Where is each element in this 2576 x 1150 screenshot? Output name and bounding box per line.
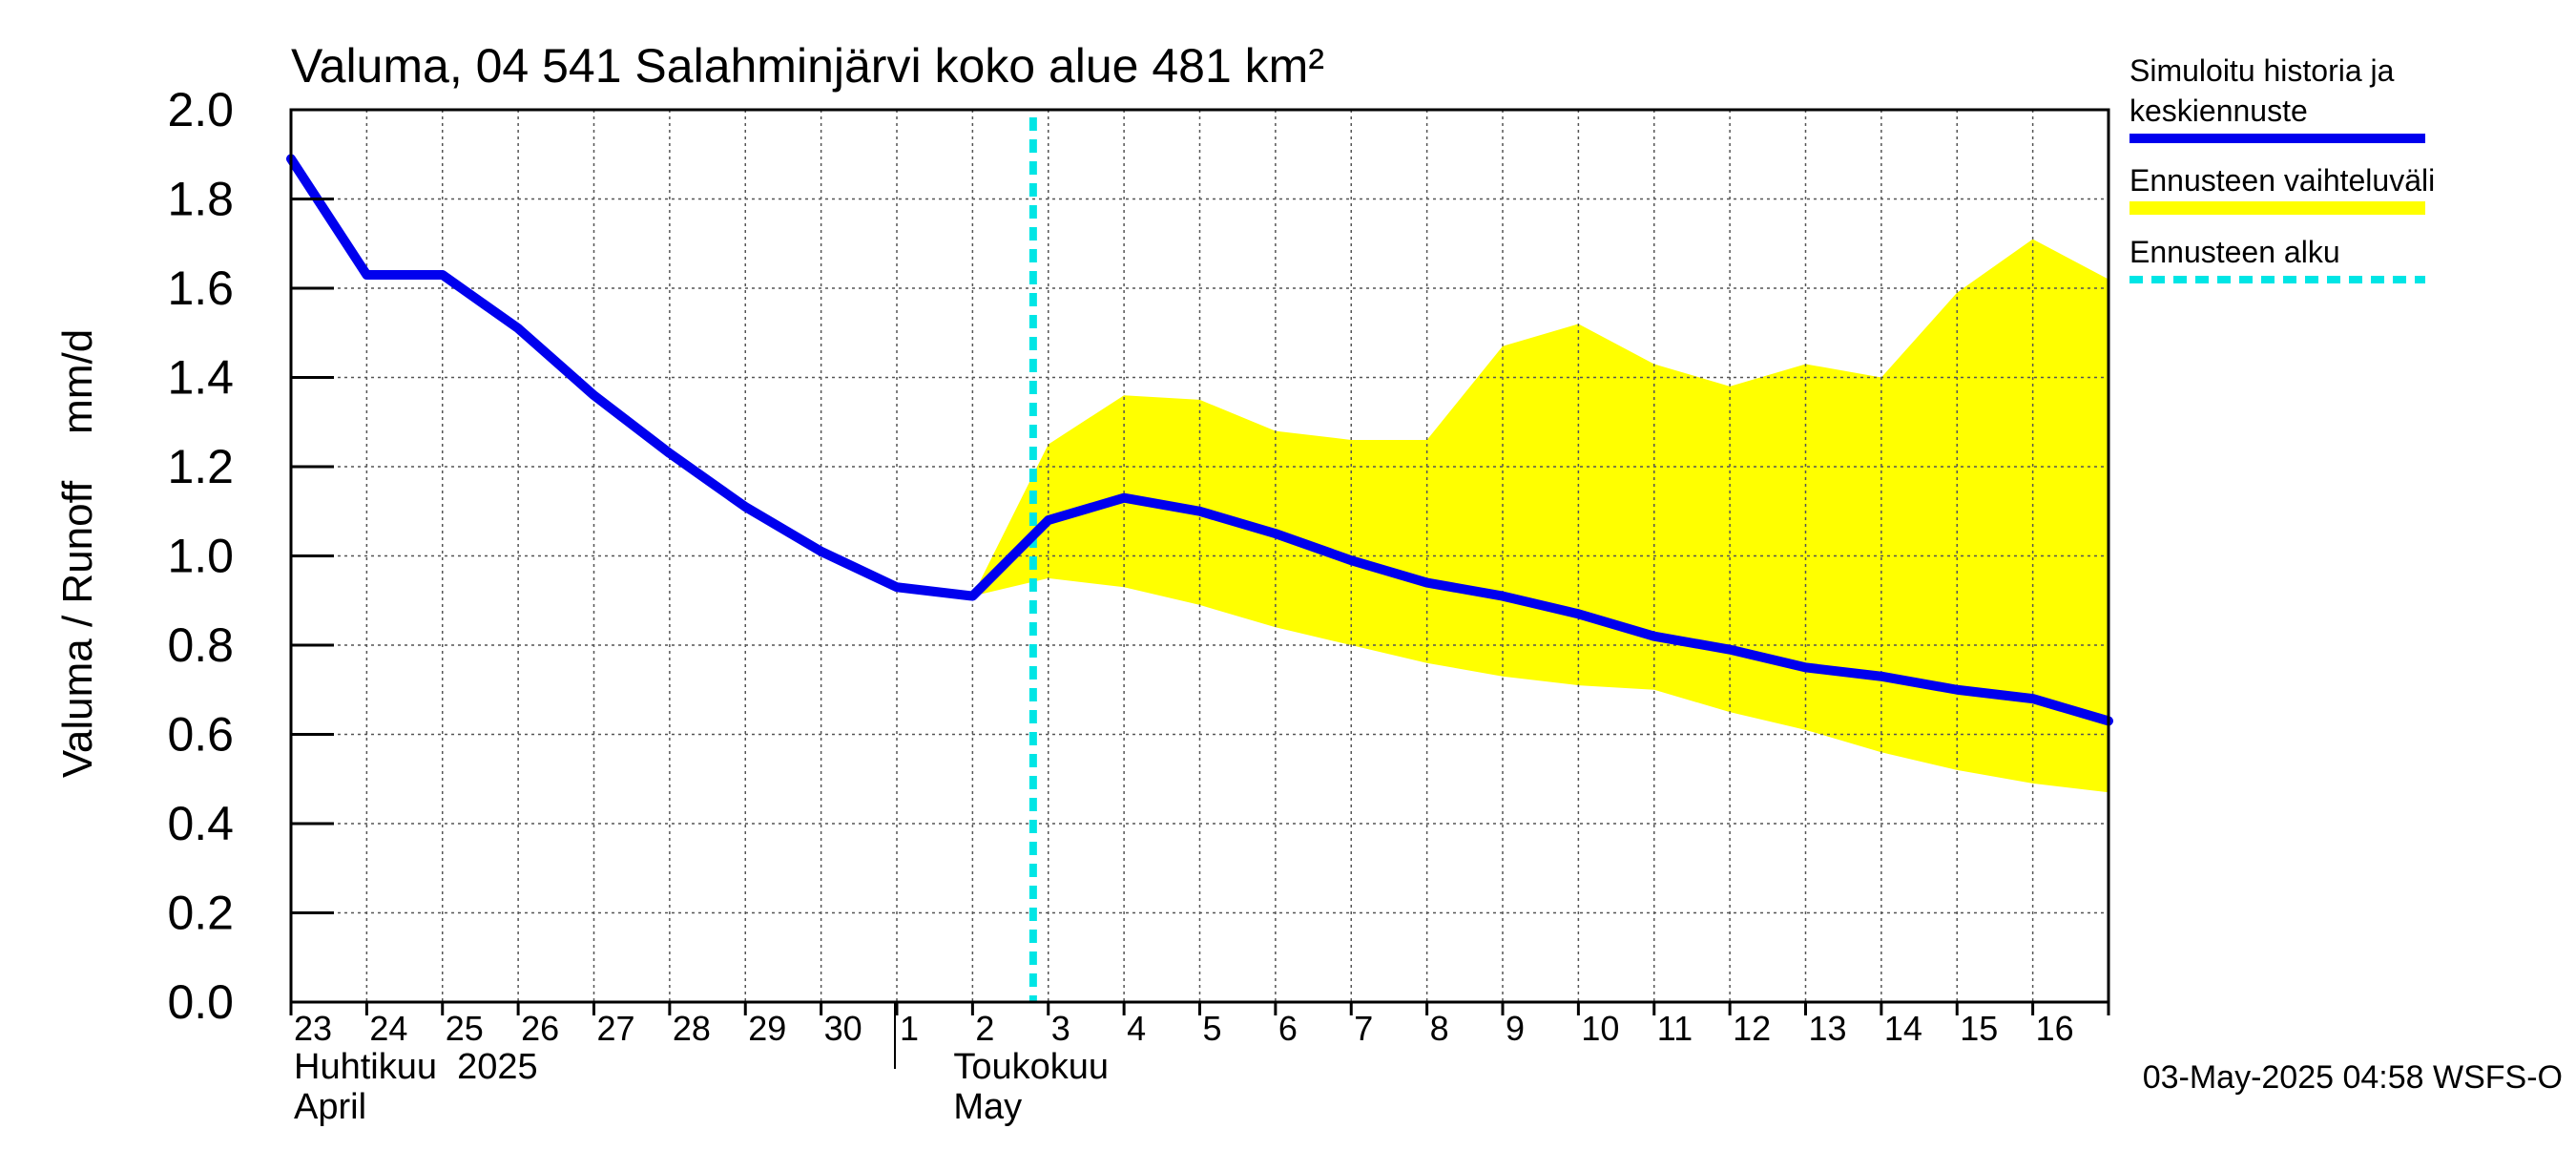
series-layer [286, 117, 2113, 1002]
x-tick-label: 2 [975, 1009, 994, 1048]
y-tick-label: 1.6 [167, 261, 234, 315]
y-tick-label: 0.8 [167, 618, 234, 672]
y-axis-label: Valuma / Runoff mm/d [54, 329, 101, 778]
simulated-series-line [286, 154, 2113, 726]
x-tick-label: 24 [369, 1009, 407, 1048]
chart-title: Valuma, 04 541 Salahminjärvi koko alue 4… [291, 39, 1324, 93]
x-tick-label: 13 [1809, 1009, 1847, 1048]
x-tick-label: 4 [1127, 1009, 1146, 1048]
x-tick-label: 14 [1884, 1009, 1922, 1048]
y-tick-label: 0.0 [167, 975, 234, 1029]
x-tick-label: 10 [1581, 1009, 1619, 1048]
x-tick-label: 9 [1506, 1009, 1525, 1048]
y-tick-label: 0.4 [167, 797, 234, 850]
legend-label-simulated-cont: keskiennuste [2129, 94, 2308, 128]
y-tick-label: 1.4 [167, 351, 234, 405]
month-label-english: May [953, 1087, 1022, 1127]
x-tick-label: 29 [748, 1009, 786, 1048]
x-tick-label: 25 [446, 1009, 484, 1048]
y-tick-label: 2.0 [167, 83, 234, 136]
x-tick-label: 12 [1733, 1009, 1771, 1048]
timestamp: 03-May-2025 04:58 WSFS-O [2143, 1059, 2563, 1096]
y-tick-label: 1.8 [167, 173, 234, 226]
y-tick-label: 1.0 [167, 530, 234, 583]
forecast-range-band [972, 239, 2109, 793]
x-tick-label: 30 [824, 1009, 862, 1048]
x-tick-label: 7 [1354, 1009, 1373, 1048]
y-tick-labels: 0.0 0.2 0.4 0.6 0.8 1.0 1.2 1.4 1.6 1.8 2.0 [167, 83, 334, 1029]
month-label-english: April [294, 1087, 366, 1127]
legend-label-range: Ennusteen vaihteluväli [2129, 163, 2435, 198]
x-tick-label: 16 [2036, 1009, 2074, 1048]
x-tick-label: 15 [1960, 1009, 1998, 1048]
x-tick-labels: 23 24 25 26 27 28 29 30 1 2 3 4 5 6 7 8 9 10 11 12 13 14 15 16H… [289, 1002, 2110, 1127]
month-label: Toukokuu [953, 1047, 1109, 1087]
x-tick-label: 8 [1430, 1009, 1449, 1048]
x-tick-label: 5 [1203, 1009, 1222, 1048]
x-tick-label: 27 [597, 1009, 635, 1048]
y-tick-label: 1.2 [167, 440, 234, 493]
y-tick-label: 0.6 [167, 708, 234, 762]
x-tick-label: 11 [1657, 1009, 1693, 1048]
y-tick-label: 0.2 [167, 887, 234, 940]
grid-layer [291, 110, 2109, 1002]
x-tick-label: 26 [521, 1009, 559, 1048]
forecast-band-layer [972, 239, 2109, 793]
x-tick-label: 6 [1278, 1009, 1298, 1048]
x-tick-label: 3 [1051, 1009, 1070, 1048]
x-tick-label: 1 [900, 1009, 919, 1048]
x-tick-label: 28 [673, 1009, 711, 1048]
legend-label-simulated: Simuloitu historia ja [2129, 53, 2395, 88]
month-label: Huhtikuu 2025 [294, 1047, 538, 1087]
x-tick-label: 23 [294, 1009, 332, 1048]
legend-label-forecast-start: Ennusteen alku [2129, 235, 2340, 269]
legend: Simuloitu historia ja keskiennuste Ennuste… [2129, 53, 2435, 283]
